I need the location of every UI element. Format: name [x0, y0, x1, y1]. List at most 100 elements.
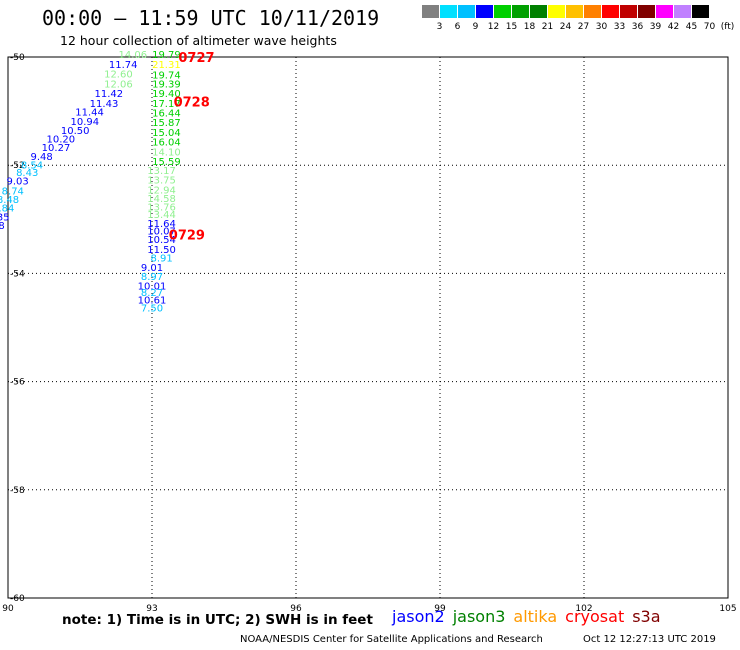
swh-value: 13.17	[147, 166, 176, 177]
swh-value: 15.04	[152, 128, 181, 139]
swh-value: 21.31	[152, 60, 181, 71]
x-tick-label: 99	[434, 604, 446, 614]
scale-swatch	[512, 5, 529, 18]
scale-label: 42	[667, 22, 680, 32]
swh-value: 10.27	[42, 143, 71, 154]
swh-value: 11.64	[147, 219, 176, 230]
y-tick-label: -50	[10, 53, 25, 63]
swh-value: 7.50	[141, 303, 163, 314]
scale-swatch	[692, 5, 709, 18]
scale-label: 6	[454, 22, 461, 32]
swh-value: 10.61	[138, 296, 167, 307]
swh-value: 13.75	[147, 176, 176, 187]
swh-value: 8.97	[141, 272, 163, 283]
scale-label: 24	[559, 22, 572, 32]
swh-value: 11.42	[94, 89, 123, 100]
legend-entry: altika	[513, 607, 558, 626]
x-tick-label: 96	[290, 604, 302, 614]
scale-swatch	[620, 5, 637, 18]
scale-swatch	[584, 5, 601, 18]
swh-value: 10.20	[46, 134, 75, 145]
scale-swatch	[548, 5, 565, 18]
scale-swatch	[566, 5, 583, 18]
generated-timestamp: Oct 12 12:27:13 UTC 2019	[583, 634, 716, 645]
grid-lines	[8, 57, 728, 598]
scale-swatch	[602, 5, 619, 18]
pass-time-label: 0729	[169, 228, 205, 243]
footnote: note: 1) Time is in UTC; 2) SWH is in fe…	[62, 612, 373, 628]
swh-value: 15.59	[152, 157, 181, 168]
scale-label: 30	[595, 22, 608, 32]
swh-value: 12.60	[104, 70, 133, 81]
swh-value: 14.06	[118, 50, 147, 61]
swh-value: 8.43	[16, 168, 38, 179]
swh-value: 11.74	[109, 60, 138, 71]
swh-value: 19.39	[152, 79, 181, 90]
swh-value: 8.54	[21, 160, 43, 171]
y-tick-label: -56	[10, 378, 25, 388]
swh-value: 8.84	[0, 204, 14, 215]
swh-value: 10.01	[138, 282, 167, 293]
scale-label: 33	[613, 22, 626, 32]
scale-swatch	[656, 5, 673, 18]
swh-value: 8.27	[141, 288, 163, 299]
swh-value: 17.17	[152, 99, 181, 110]
chart-subtitle: 12 hour collection of altimeter wave hei…	[60, 33, 337, 48]
swh-value: 14.58	[147, 194, 176, 205]
swh-value: 19.79	[152, 50, 181, 61]
legend-entry: s3a	[632, 607, 661, 626]
swh-value: 12.94	[147, 185, 176, 196]
swh-value: 8.48	[0, 195, 19, 206]
scale-swatch	[440, 5, 457, 18]
x-tick-label: 102	[575, 604, 592, 614]
swh-value: 10.54	[147, 235, 176, 246]
swh-value: 10.94	[70, 117, 99, 128]
swh-value: 9.48	[30, 152, 52, 163]
scale-label: (ft)	[720, 22, 735, 32]
scale-label: 15	[505, 22, 518, 32]
swh-value: 12.06	[104, 79, 133, 90]
satellite-legend: jason2 jason3 altika cryosat s3a	[392, 607, 669, 626]
x-tick-label: 105	[719, 604, 736, 614]
scale-label: 27	[577, 22, 590, 32]
y-tick-label: -52	[10, 161, 25, 171]
x-tick-label: 93	[146, 604, 157, 614]
swh-value: 8.91	[150, 253, 172, 264]
swh-value: 19.40	[152, 89, 181, 100]
swh-value: 15.87	[152, 118, 181, 129]
swh-value: 11.43	[90, 99, 119, 110]
swh-value: 9.35	[0, 212, 10, 223]
chart-title: 00:00 – 11:59 UTC 10/11/2019	[42, 6, 380, 30]
swh-value: 11.50	[147, 245, 176, 256]
scale-swatch	[422, 5, 439, 18]
pass-time-label: 0727	[178, 51, 214, 66]
y-tick-label: -60	[10, 594, 25, 604]
swh-value: 9.03	[6, 177, 28, 188]
scale-label: 70	[703, 22, 716, 32]
y-tick-label: -54	[10, 269, 25, 279]
credit-line: NOAA/NESDIS Center for Satellite Applica…	[240, 634, 543, 645]
scale-label: 3	[436, 22, 443, 32]
legend-entry: jason2	[392, 607, 445, 626]
swh-value: 10.50	[61, 126, 90, 137]
swh-value: 19.74	[152, 71, 181, 82]
scale-label: 12	[487, 22, 500, 32]
scale-label: 45	[685, 22, 698, 32]
plot-frame	[7, 56, 729, 599]
swh-value: 11.44	[75, 107, 104, 118]
scale-label: 39	[649, 22, 662, 32]
axis-ticks: 90 93 96 99 102 105 -50 -52 -54 -56 -58 -60	[2, 53, 736, 614]
swh-value: 13.76	[147, 203, 176, 214]
y-tick-label: -58	[10, 486, 25, 496]
scale-swatch	[638, 5, 655, 18]
scale-label: 18	[523, 22, 536, 32]
scale-swatch	[674, 5, 691, 18]
scale-swatch	[494, 5, 511, 18]
x-tick-label: 90	[2, 604, 14, 614]
swh-value: 16.44	[152, 109, 181, 120]
scale-swatch	[476, 5, 493, 18]
swh-value: 10.07	[147, 226, 176, 237]
swh-value: 8.74	[2, 186, 24, 197]
legend-entry: cryosat	[565, 607, 625, 626]
swh-value: 13.44	[147, 210, 176, 221]
